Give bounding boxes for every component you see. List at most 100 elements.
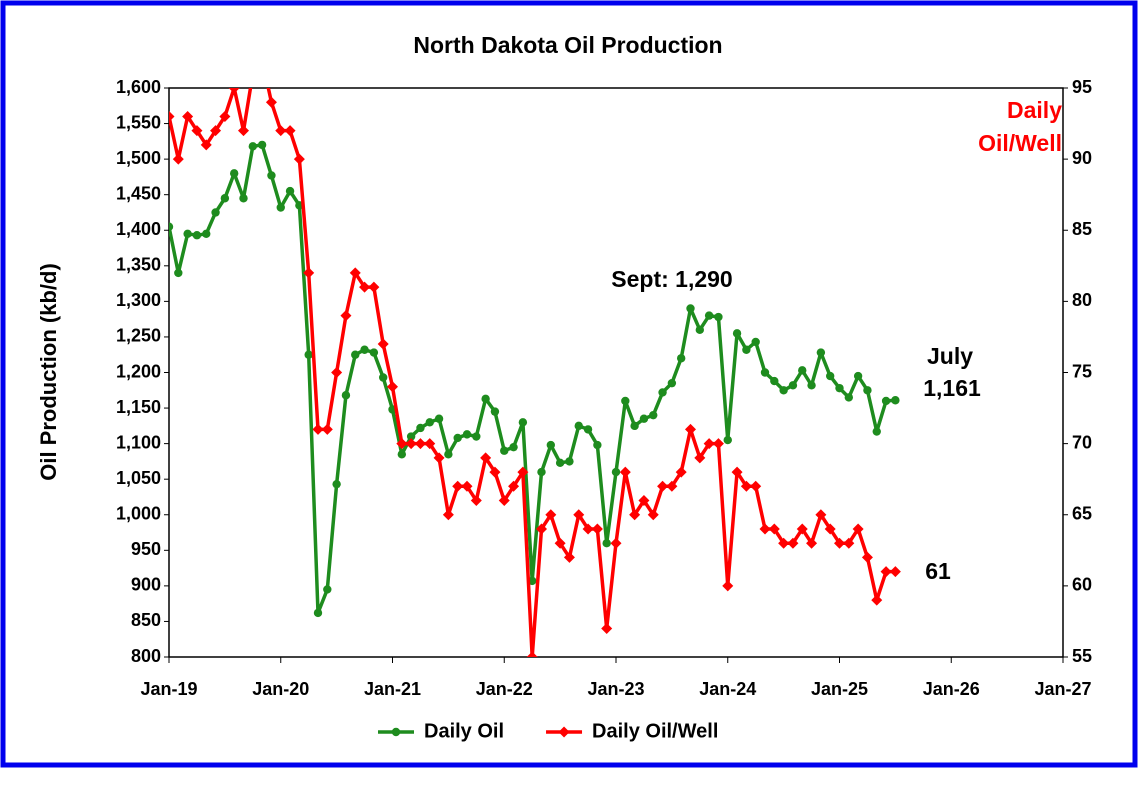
x-tick-label: Jan-20 (252, 679, 309, 699)
marker (565, 457, 574, 466)
marker (172, 153, 184, 165)
marker (453, 433, 462, 443)
y2-tick-label: 85 (1072, 219, 1092, 239)
y2-axis-label: Oil/Well (978, 130, 1062, 156)
plot-area (168, 87, 1064, 658)
legend-label: Daily Oil (424, 720, 504, 742)
marker (285, 186, 295, 196)
y2-tick-label: 80 (1072, 290, 1092, 310)
marker (509, 442, 518, 452)
marker (778, 537, 790, 549)
marker (563, 551, 575, 563)
marker (303, 267, 315, 279)
marker (649, 410, 658, 420)
marker (169, 222, 174, 231)
marker (861, 551, 873, 563)
marker (558, 726, 570, 738)
marker (788, 381, 798, 390)
marker (425, 418, 434, 427)
marker (591, 523, 603, 535)
marker (396, 438, 408, 450)
marker (694, 452, 706, 464)
x-tick-label: Jan-25 (811, 679, 868, 699)
marker (397, 450, 407, 459)
y-tick-label: 1,250 (116, 326, 161, 346)
y-tick-label: 900 (131, 575, 161, 595)
y2-tick-label: 75 (1072, 361, 1092, 381)
marker (489, 466, 501, 478)
marker (742, 345, 751, 354)
x-tick-label: Jan-24 (699, 679, 756, 699)
marker (518, 418, 528, 427)
marker (853, 371, 863, 381)
marker (462, 430, 472, 439)
marker (630, 421, 639, 431)
marker (704, 311, 714, 320)
marker (472, 432, 481, 441)
marker (891, 396, 900, 405)
marker (406, 432, 416, 441)
marker (536, 523, 547, 535)
marker (480, 452, 492, 464)
marker (481, 394, 490, 404)
marker (265, 96, 277, 108)
chart-title: North Dakota Oil Production (413, 32, 722, 58)
marker (444, 450, 453, 459)
marker (657, 480, 669, 492)
marker (368, 281, 380, 293)
marker (546, 440, 556, 450)
marker (257, 140, 267, 150)
marker (545, 509, 557, 521)
y-tick-label: 1,200 (116, 361, 161, 381)
marker (685, 423, 696, 435)
marker (340, 310, 352, 322)
marker (760, 368, 770, 377)
y2-tick-label: 55 (1072, 646, 1092, 666)
marker (174, 268, 183, 278)
marker (239, 194, 248, 203)
y-tick-label: 950 (131, 539, 161, 559)
plot-layer (169, 88, 901, 657)
y2-axis-label: Daily (1007, 97, 1062, 123)
marker (526, 651, 538, 657)
marker (452, 480, 464, 492)
marker (759, 523, 771, 535)
marker (182, 110, 194, 122)
marker (825, 371, 835, 381)
marker (284, 125, 296, 137)
marker (387, 381, 398, 393)
marker (658, 388, 667, 397)
marker (703, 438, 715, 450)
marker (871, 594, 883, 606)
y2-tick-label: 90 (1072, 148, 1092, 168)
marker (602, 539, 611, 548)
marker (378, 373, 388, 382)
y2-tick-label: 65 (1072, 504, 1092, 524)
marker (313, 608, 323, 618)
marker (229, 169, 239, 178)
marker (202, 229, 211, 239)
marker (351, 350, 360, 359)
marker (806, 537, 818, 549)
y-tick-label: 1,400 (116, 219, 161, 239)
y2-tick-label: 60 (1072, 575, 1092, 595)
marker (611, 467, 621, 477)
legend-label: Daily Oil/Well (592, 720, 718, 742)
marker (816, 348, 826, 357)
marker (750, 480, 762, 492)
marker (621, 396, 630, 406)
marker (881, 396, 891, 406)
marker (593, 440, 602, 450)
x-tick-label: Jan-27 (1034, 679, 1091, 699)
marker (712, 438, 724, 450)
marker (508, 480, 520, 492)
marker (770, 376, 779, 386)
marker (424, 438, 436, 450)
y-tick-label: 1,100 (116, 432, 161, 452)
marker (779, 386, 788, 395)
marker (500, 446, 509, 455)
marker (191, 125, 203, 137)
marker (321, 423, 333, 435)
marker (768, 523, 780, 535)
